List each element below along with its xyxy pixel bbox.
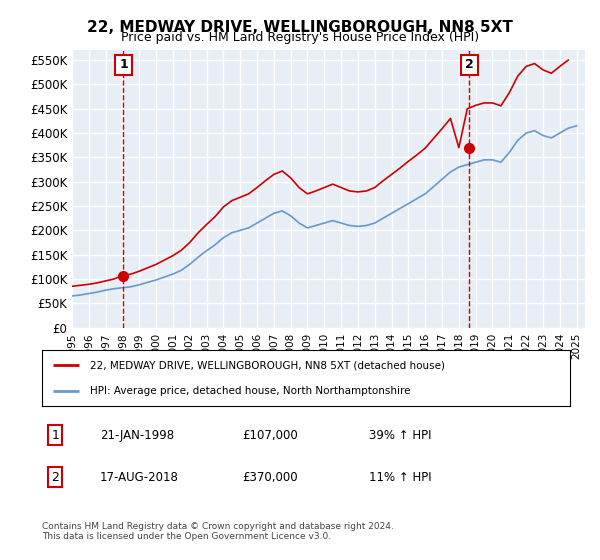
Text: £107,000: £107,000	[242, 428, 298, 442]
Text: HPI: Average price, detached house, North Northamptonshire: HPI: Average price, detached house, Nort…	[89, 386, 410, 396]
Text: 39% ↑ HPI: 39% ↑ HPI	[370, 428, 432, 442]
Text: 1: 1	[119, 58, 128, 72]
Text: 2: 2	[51, 470, 59, 484]
Text: 2: 2	[465, 58, 474, 72]
Text: £370,000: £370,000	[242, 470, 298, 484]
Text: Contains HM Land Registry data © Crown copyright and database right 2024.
This d: Contains HM Land Registry data © Crown c…	[42, 522, 394, 542]
Text: 11% ↑ HPI: 11% ↑ HPI	[370, 470, 432, 484]
Text: 1: 1	[51, 428, 59, 442]
Text: 22, MEDWAY DRIVE, WELLINGBOROUGH, NN8 5XT (detached house): 22, MEDWAY DRIVE, WELLINGBOROUGH, NN8 5X…	[89, 360, 445, 370]
Text: Price paid vs. HM Land Registry's House Price Index (HPI): Price paid vs. HM Land Registry's House …	[121, 31, 479, 44]
Text: 17-AUG-2018: 17-AUG-2018	[100, 470, 179, 484]
Text: 21-JAN-1998: 21-JAN-1998	[100, 428, 174, 442]
Text: 22, MEDWAY DRIVE, WELLINGBOROUGH, NN8 5XT: 22, MEDWAY DRIVE, WELLINGBOROUGH, NN8 5X…	[87, 20, 513, 35]
